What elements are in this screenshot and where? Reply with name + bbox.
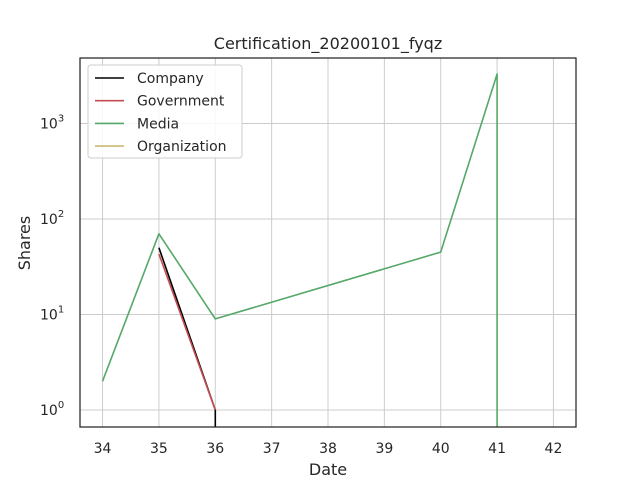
y-tick-label-2: 102 bbox=[40, 209, 64, 228]
x-tick-label-7: 41 bbox=[488, 441, 506, 457]
x-tick-label-3: 37 bbox=[263, 441, 281, 457]
series-line-government bbox=[158, 253, 217, 411]
legend-label-media: Media bbox=[137, 116, 179, 132]
x-tick-label-6: 40 bbox=[432, 441, 450, 457]
y-tick-label-3: 103 bbox=[40, 114, 64, 133]
x-tick-label-2: 36 bbox=[206, 441, 224, 457]
legend-label-company: Company bbox=[137, 71, 204, 87]
plot-frame bbox=[79, 57, 577, 428]
legend-label-government: Government bbox=[137, 94, 225, 110]
x-tick-label-5: 39 bbox=[375, 441, 393, 457]
legend-box bbox=[87, 64, 243, 159]
x-axis-label: Date bbox=[309, 460, 347, 479]
x-axis-ticks: 34 35 36 37 38 39 40 41 42 bbox=[94, 441, 563, 457]
y-tick-label-1: 101 bbox=[40, 305, 64, 324]
x-tick-label-0: 34 bbox=[94, 441, 112, 457]
chart-title: Certification_20200101_fyqz bbox=[214, 34, 442, 54]
x-tick-label-4: 38 bbox=[319, 441, 337, 457]
x-tick-label-8: 42 bbox=[545, 441, 563, 457]
y-tick-label-0: 100 bbox=[40, 400, 64, 419]
series-lines bbox=[101, 73, 498, 427]
legend-label-organization: Organization bbox=[137, 139, 227, 155]
legend: Company Government Media Organization bbox=[87, 64, 243, 159]
y-axis-ticks: 100 101 102 103 bbox=[40, 114, 64, 420]
y-axis-label: Shares bbox=[15, 216, 34, 271]
x-tick-label-1: 35 bbox=[150, 441, 168, 457]
series-line-media bbox=[101, 73, 498, 427]
